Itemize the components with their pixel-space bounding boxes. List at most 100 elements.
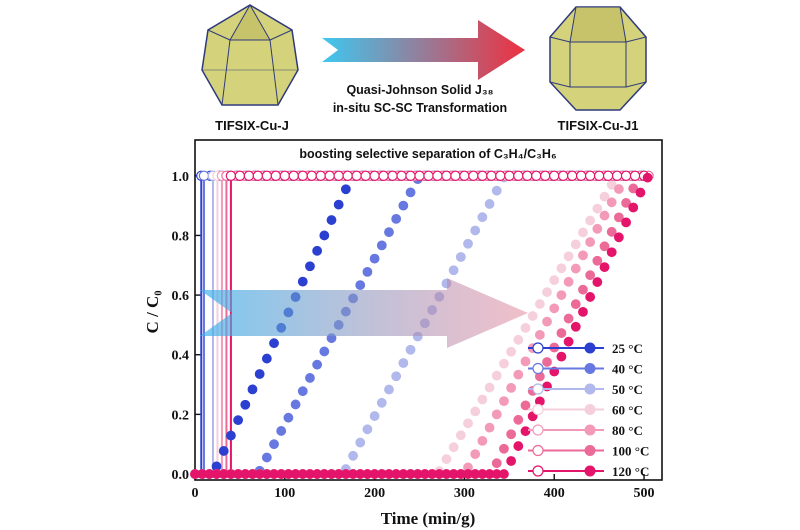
crystal-right xyxy=(549,6,647,111)
x-tick-label: 400 xyxy=(544,486,565,501)
propyne-point xyxy=(527,311,538,321)
propylene-point xyxy=(495,170,506,181)
propyne-point xyxy=(398,358,409,368)
propylene-point xyxy=(270,170,282,181)
legend-filled-marker xyxy=(584,342,596,354)
propyne-point xyxy=(290,399,301,410)
legend-label: 100 °C xyxy=(612,444,649,459)
propylene-point xyxy=(558,170,569,181)
propylene-point xyxy=(522,170,533,181)
propyne-point xyxy=(499,469,509,479)
propylene-point xyxy=(360,170,371,181)
propyne-point xyxy=(520,426,531,437)
propylene-point xyxy=(324,170,335,181)
propyne-point xyxy=(549,275,560,286)
propyne-point xyxy=(384,227,394,238)
propyne-point xyxy=(463,238,473,249)
legend-filled-marker xyxy=(584,363,596,374)
propylene-point xyxy=(486,170,497,181)
propyne-point xyxy=(269,439,279,450)
propyne-point xyxy=(362,266,373,277)
legend-filled-marker xyxy=(584,404,596,415)
propylene-point xyxy=(234,170,246,181)
propyne-point xyxy=(312,359,323,370)
legend-open-marker xyxy=(532,444,544,457)
legend-filled-marker xyxy=(584,445,596,456)
propyne-point xyxy=(585,270,596,281)
propylene-point xyxy=(432,170,443,181)
propyne-point xyxy=(283,412,294,423)
propyne-point xyxy=(556,263,567,274)
propyne-point xyxy=(391,371,402,382)
right-crystal-label: TIFSIX-Cu-J1 xyxy=(558,118,639,133)
propylene-point xyxy=(611,170,623,181)
propylene-point xyxy=(405,170,416,181)
legend-open-marker xyxy=(532,383,544,395)
propyne-point xyxy=(477,394,488,405)
propyne-point xyxy=(369,411,380,421)
legend-filled-marker xyxy=(584,383,596,395)
propyne-point xyxy=(484,382,495,393)
propyne-point xyxy=(484,422,495,433)
legend-open-marker xyxy=(532,362,544,375)
propyne-point xyxy=(520,356,531,367)
propyne-point xyxy=(520,322,531,333)
propyne-point xyxy=(506,456,517,466)
propylene-point xyxy=(198,170,210,181)
propyne-point xyxy=(613,212,624,223)
propyne-point xyxy=(247,384,258,395)
propylene-point xyxy=(225,170,237,181)
propyne-point xyxy=(520,400,531,411)
transform-caption-line1: Quasi-Johnson Solid J₃₈ xyxy=(346,83,493,97)
propyne-point xyxy=(305,373,315,383)
x-tick-label: 300 xyxy=(454,486,475,501)
propyne-point xyxy=(606,247,617,258)
propylene-point xyxy=(288,170,299,181)
legend-open-marker xyxy=(532,342,544,354)
legend-filled-marker xyxy=(584,424,596,436)
propyne-point xyxy=(563,276,574,287)
propylene-point xyxy=(252,170,264,181)
propylene-point xyxy=(423,170,434,181)
propyne-point xyxy=(254,369,265,379)
propyne-point xyxy=(348,450,358,461)
propyne-point xyxy=(585,292,596,302)
propylene-point xyxy=(629,170,641,181)
propylene-point xyxy=(513,170,524,181)
propyne-point xyxy=(484,199,495,209)
propyne-point xyxy=(312,245,323,256)
propyne-point xyxy=(499,358,509,369)
propyne-point xyxy=(506,429,517,440)
propyne-point xyxy=(218,446,229,456)
propyne-point xyxy=(513,414,524,425)
propylene-point xyxy=(602,170,614,181)
propyne-point xyxy=(628,202,639,213)
propyne-point xyxy=(240,399,251,410)
propylene-point xyxy=(593,170,605,181)
propyne-point xyxy=(491,370,502,381)
separation-arrow xyxy=(200,278,528,348)
propyne-point xyxy=(226,430,236,441)
propyne-point xyxy=(578,250,588,261)
legend-label: 80 °C xyxy=(612,423,643,438)
propyne-point xyxy=(297,386,308,397)
propyne-point xyxy=(326,215,337,225)
propylene-point xyxy=(315,170,326,181)
propylene-point xyxy=(333,170,344,181)
propyne-point xyxy=(369,253,380,264)
propyne-point xyxy=(506,346,517,357)
propyne-point xyxy=(563,336,574,347)
propyne-point xyxy=(470,449,481,460)
propyne-point xyxy=(355,280,366,291)
propyne-point xyxy=(319,346,330,357)
propyne-point xyxy=(513,369,524,380)
propyne-point xyxy=(513,441,524,451)
propyne-point xyxy=(613,184,624,194)
propylene-point xyxy=(369,170,380,181)
propyne-point xyxy=(470,406,481,417)
propylene-point xyxy=(351,170,362,181)
propyne-point xyxy=(319,230,330,241)
propylene-point xyxy=(459,170,470,181)
propyne-point xyxy=(506,382,517,393)
